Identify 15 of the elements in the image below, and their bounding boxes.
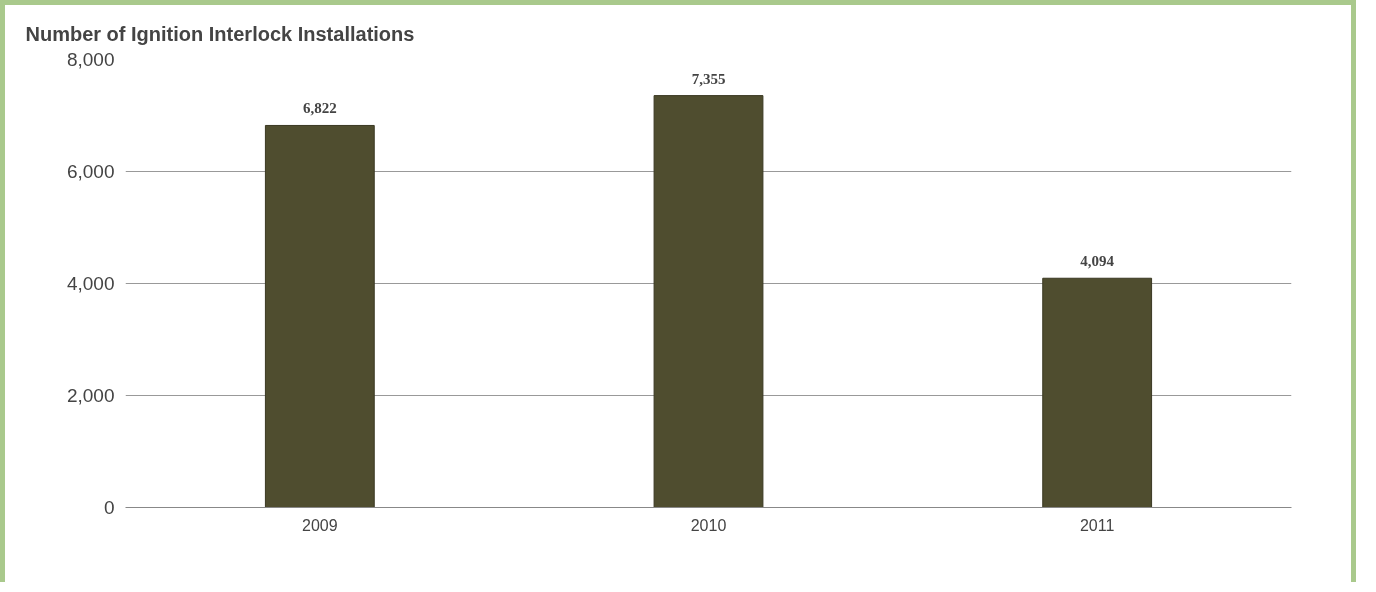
data-label: 6,822 <box>302 100 337 117</box>
y-tick-label: 8,000 <box>66 49 115 70</box>
bar <box>1042 277 1153 508</box>
x-tick-label: 2009 <box>302 516 338 534</box>
y-tick-label: 6,000 <box>66 161 115 182</box>
x-tick-label: 2010 <box>690 516 727 534</box>
y-tick-label: 4,000 <box>66 273 115 294</box>
y-tick-label: 2,000 <box>66 385 115 406</box>
y-tick-label: 0 <box>103 497 115 518</box>
data-label: 7,355 <box>691 70 726 87</box>
bar <box>653 95 764 508</box>
bar <box>264 124 375 508</box>
data-label: 4,094 <box>1080 253 1115 270</box>
x-tick-label: 2011 <box>1079 516 1115 534</box>
chart-title: Number of Ignition Interlock Installations <box>25 22 415 45</box>
